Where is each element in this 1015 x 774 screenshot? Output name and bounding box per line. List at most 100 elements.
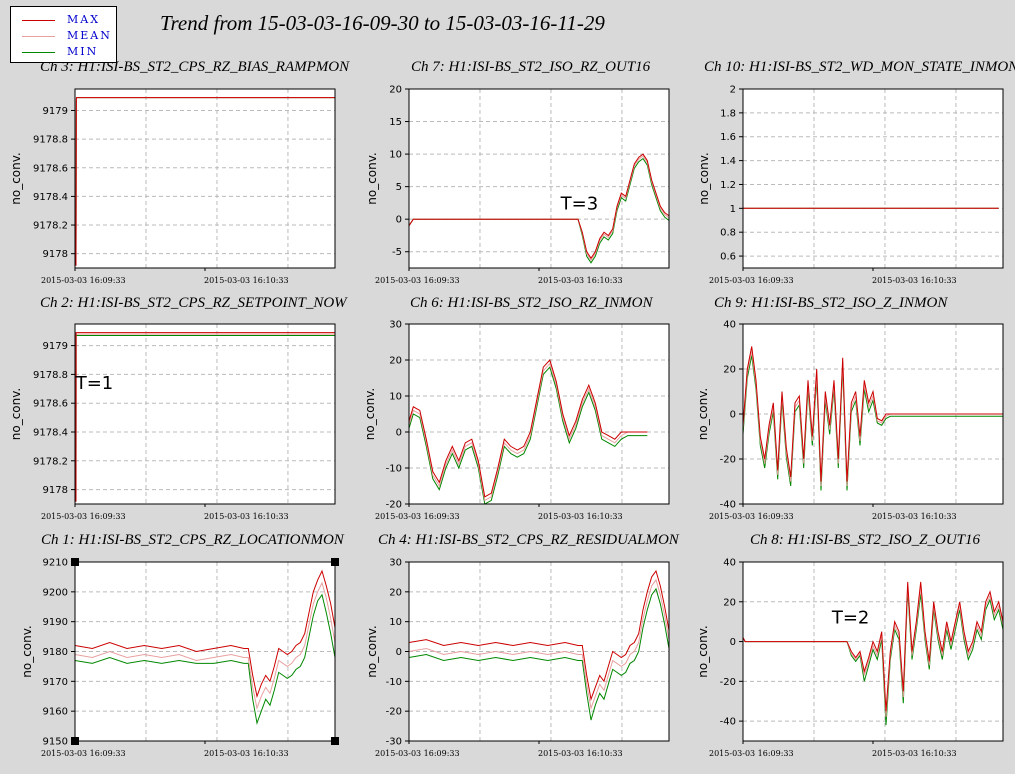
plot-area xyxy=(75,89,335,268)
legend: MAX MEAN MIN xyxy=(10,6,117,63)
y-tick-label: 1.6 xyxy=(720,132,736,143)
y-tick-label: 9210 xyxy=(43,558,68,569)
x-tick-label: 2015-03-03 16:09:33 xyxy=(709,512,794,521)
y-axis-label: no_conv. xyxy=(365,152,379,204)
y-tick-label: 40 xyxy=(723,320,736,331)
y-tick-label: 9178.4 xyxy=(33,428,68,439)
y-tick-label: -10 xyxy=(386,464,402,475)
legend-swatch-mean xyxy=(22,36,55,37)
x-tick-label: 2015-03-03 16:10:33 xyxy=(204,749,289,758)
y-tick-label: 9178.6 xyxy=(33,163,68,174)
resize-handle[interactable] xyxy=(331,558,339,566)
series-line-max xyxy=(742,346,1003,482)
x-tick-label: 2015-03-03 16:10:33 xyxy=(538,512,623,521)
y-tick-label: 9170 xyxy=(43,677,68,688)
y-tick-label: 0.6 xyxy=(720,252,736,263)
x-tick-label: 2015-03-03 16:10:33 xyxy=(872,512,957,521)
y-tick-label: 10 xyxy=(389,150,402,161)
chart-panel-4: 9178 9178.2 9178.4 9178.6 9178.8 9179 2015-03-… xyxy=(9,295,348,521)
x-tick-label: 2015-03-03 16:10:33 xyxy=(204,276,289,285)
chart-title: Ch 1: H1:ISI-BS_ST2_CPS_RZ_LOCATIONMON xyxy=(41,532,345,548)
time-annotation: T=1 xyxy=(75,373,114,394)
x-tick-label: 2015-03-03 16:10:33 xyxy=(204,512,289,521)
legend-item-mean: MEAN xyxy=(11,29,118,43)
y-tick-label: 20 xyxy=(389,85,402,96)
y-tick-label: 9178.6 xyxy=(33,399,68,410)
y-tick-label: 0 xyxy=(730,410,736,421)
y-tick-label: 1 xyxy=(730,204,736,215)
chart-title: Ch 7: H1:ISI-BS_ST2_ISO_RZ_OUT16 xyxy=(411,59,651,75)
y-tick-label: 10 xyxy=(389,617,402,628)
y-axis-label: no_conv. xyxy=(9,388,23,440)
legend-item-min: MIN xyxy=(11,45,118,59)
y-tick-label: 30 xyxy=(389,320,402,331)
legend-swatch-min xyxy=(22,52,55,53)
y-tick-label: 0 xyxy=(396,428,402,439)
y-tick-label: 20 xyxy=(389,587,402,598)
chart-title: Ch 8: H1:ISI-BS_ST2_ISO_Z_OUT16 xyxy=(750,532,980,548)
y-tick-label: 9150 xyxy=(43,737,68,748)
legend-label-max: MAX xyxy=(67,13,101,26)
y-tick-label: 1.8 xyxy=(720,108,736,119)
y-tick-label: 15 xyxy=(389,117,402,128)
legend-item-max: MAX xyxy=(11,13,118,27)
y-tick-label: 9178.8 xyxy=(33,135,68,146)
time-annotation: T=2 xyxy=(831,608,870,629)
series-line-max xyxy=(74,569,336,699)
y-tick-label: 30 xyxy=(389,558,402,569)
y-tick-label: -40 xyxy=(720,717,736,728)
y-axis-label: no_conv. xyxy=(696,625,710,677)
x-tick-label: 2015-03-03 16:09:33 xyxy=(41,276,126,285)
resize-handle[interactable] xyxy=(71,737,79,745)
plot-area xyxy=(743,89,1003,268)
series-line-max xyxy=(408,359,648,498)
x-tick-label: 2015-03-03 16:09:33 xyxy=(41,512,126,521)
y-tick-label: 9178 xyxy=(43,249,68,260)
y-tick-label: 9160 xyxy=(43,707,68,718)
x-tick-label: 2015-03-03 16:09:33 xyxy=(709,749,794,758)
y-tick-label: 9178 xyxy=(43,485,68,496)
y-tick-label: 0 xyxy=(730,637,736,648)
y-tick-label: 9190 xyxy=(43,617,68,628)
legend-label-min: MIN xyxy=(67,45,99,58)
resize-handle[interactable] xyxy=(331,737,339,745)
series-line-min xyxy=(408,366,648,505)
y-axis-label: no_conv. xyxy=(696,388,710,440)
y-tick-label: 20 xyxy=(723,365,736,376)
x-tick-label: 2015-03-03 16:09:33 xyxy=(375,749,460,758)
chart-panel-1: 9178 9178.2 9178.4 9178.6 9178.8 9179 2015-03-… xyxy=(9,59,350,285)
legend-swatch-max xyxy=(22,20,55,21)
y-tick-label: 40 xyxy=(723,558,736,569)
plot-area xyxy=(75,324,335,504)
selection-handles[interactable] xyxy=(71,558,339,745)
y-tick-label: -20 xyxy=(386,707,402,718)
series-line-max xyxy=(408,153,670,260)
chart-title: Ch 6: H1:ISI-BS_ST2_ISO_RZ_INMON xyxy=(410,295,653,311)
y-tick-label: 5 xyxy=(396,182,402,193)
y-tick-label: 9178.2 xyxy=(33,221,68,232)
y-tick-label: 9178.4 xyxy=(33,192,68,203)
y-tick-label: 9180 xyxy=(43,647,68,658)
x-tick-label: 2015-03-03 16:10:33 xyxy=(538,276,623,285)
plot-area xyxy=(409,324,669,504)
y-axis-label: no_conv. xyxy=(20,625,34,677)
resize-handle[interactable] xyxy=(71,558,79,566)
y-axis-label: no_conv. xyxy=(9,152,23,204)
y-tick-label: 9179 xyxy=(43,341,68,352)
chart-panel-6: -40 -20 0 20 40 2015-03-03 16:09:33 2015-03-03… xyxy=(696,295,1004,521)
y-tick-label: 10 xyxy=(389,392,402,403)
chart-panel-7: 9150 9160 9170 9180 9190 9200 9210 2015-03-03 1… xyxy=(20,532,345,758)
y-tick-label: -20 xyxy=(720,677,736,688)
x-tick-label: 2015-03-03 16:09:33 xyxy=(41,749,126,758)
x-tick-label: 2015-03-03 16:09:33 xyxy=(375,276,460,285)
x-tick-label: 2015-03-03 16:09:33 xyxy=(375,512,460,521)
series-line-mean xyxy=(74,581,336,711)
y-axis-label: no_conv. xyxy=(365,625,379,677)
y-tick-label: 0 xyxy=(396,647,402,658)
y-tick-label: 1.2 xyxy=(720,180,736,191)
chart-panel-3: 0.6 0.8 1 1.2 1.4 1.6 1.8 2 2015-03-03 16:09:33 2… xyxy=(697,59,1015,285)
y-tick-label: -5 xyxy=(392,247,402,258)
chart-title: Ch 4: H1:ISI-BS_ST2_CPS_RZ_RESIDUALMON xyxy=(378,532,680,548)
page-title: Trend from 15-03-03-16-09-30 to 15-03-03… xyxy=(160,11,605,35)
chart-title: Ch 10: H1:ISI-BS_ST2_WD_MON_STATE_INMON xyxy=(704,59,1015,75)
